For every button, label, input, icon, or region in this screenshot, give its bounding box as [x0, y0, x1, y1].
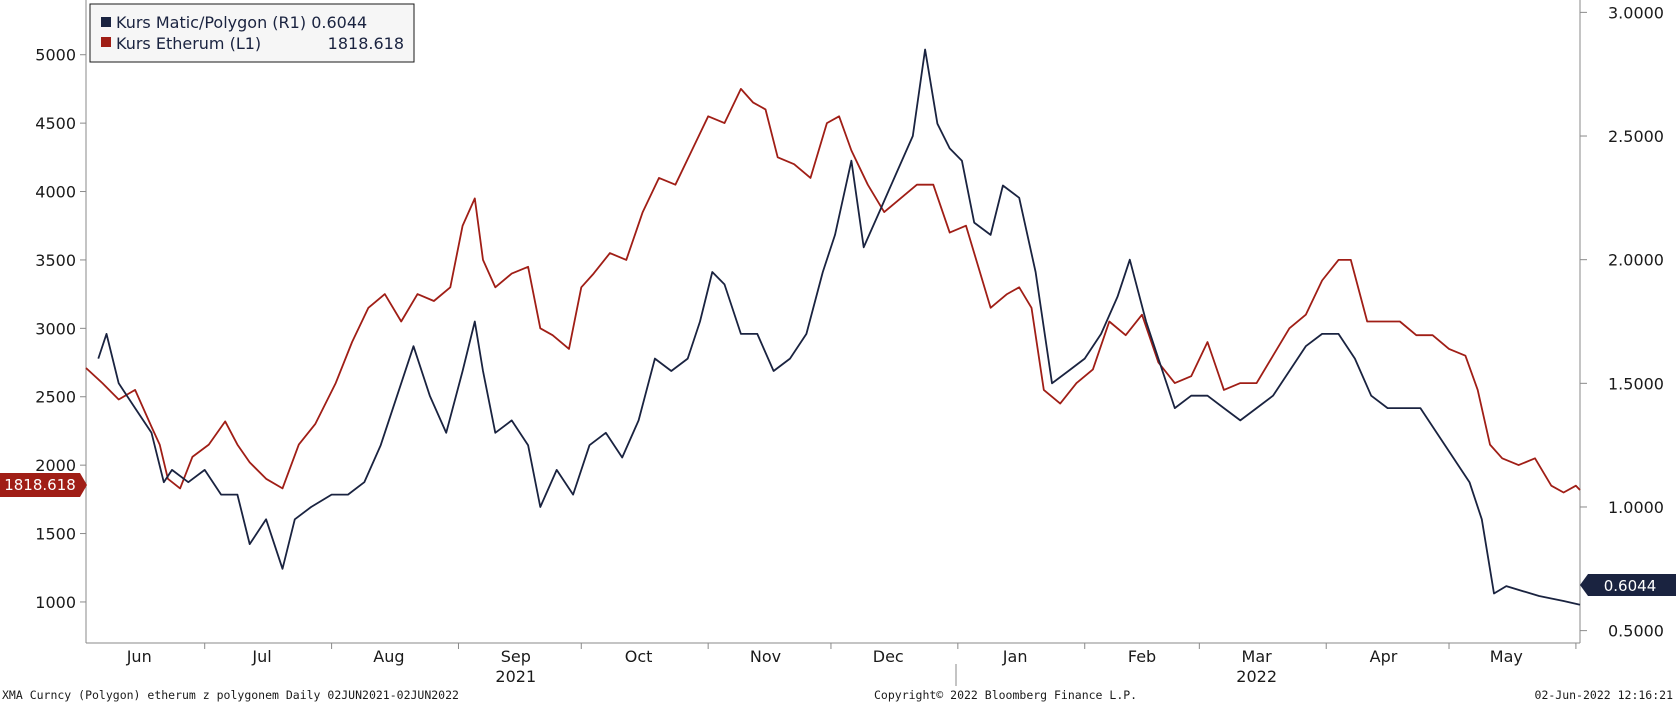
x-tick-label: Feb	[1128, 647, 1156, 666]
legend-value-ether: 1818.618	[328, 34, 404, 53]
right-tick-label: 0.5000	[1608, 622, 1664, 641]
left-tick-label: 4000	[35, 183, 76, 202]
legend-label-matic: Kurs Matic/Polygon (R1) 0.6044	[116, 13, 367, 32]
right-tick-label: 3.0000	[1608, 3, 1664, 22]
x-tick-label: Jun	[126, 647, 152, 666]
x-tick-label: Jul	[251, 647, 271, 666]
series-layer	[85, 48, 1581, 606]
x-tick-label: Nov	[750, 647, 781, 666]
ether-tag-text: 1818.618	[4, 476, 76, 494]
x-tick-label: Dec	[873, 647, 904, 666]
left-tick-label: 2000	[35, 456, 76, 475]
right-tick-label: 1.0000	[1608, 498, 1664, 517]
left-tick-label: 1500	[35, 525, 76, 544]
right-tick-label: 1.5000	[1608, 374, 1664, 393]
footer-right: 02-Jun-2022 12:16:21	[1535, 688, 1674, 702]
legend-swatch-matic	[101, 17, 111, 27]
ether-tag-shape	[0, 473, 87, 497]
series-line-etherum	[85, 88, 1581, 494]
right-axis-ticks: 0.5000 1.0000 1.5000 2.0000 2.5000 3.0000	[1580, 3, 1664, 641]
legend-label-ether: Kurs Etherum (L1)	[116, 34, 261, 53]
x-tick-label: Mar	[1242, 647, 1273, 666]
legend-box	[89, 3, 415, 63]
left-tick-label: 1000	[35, 593, 76, 612]
x-tick-label: Oct	[625, 647, 653, 666]
left-tick-label: 2500	[35, 388, 76, 407]
x-year-label: 2021	[495, 667, 536, 686]
x-tick-label: May	[1490, 647, 1523, 666]
legend: Kurs Matic/Polygon (R1) 0.6044 Kurs Ethe…	[89, 3, 415, 63]
x-year-label: 2022	[1236, 667, 1277, 686]
x-tick-label: Aug	[373, 647, 404, 666]
matic-last-value-tag: 0.6044	[1580, 574, 1676, 596]
legend-swatch-ether	[101, 37, 111, 47]
x-axis-ticks: Jun Jul Aug Sep Oct Nov Dec Jan Feb Mar Apr May 2021…	[126, 643, 1577, 686]
footer-center: Copyright© 2022 Bloomberg Finance L.P.	[874, 688, 1137, 702]
right-tick-label: 2.0000	[1608, 251, 1664, 270]
left-tick-label: 4500	[35, 114, 76, 133]
x-tick-label: Sep	[501, 647, 531, 666]
series-line-matic	[97, 48, 1581, 606]
left-axis-ticks: 1000 1500 2000 2500 3000 3500 4000 4500 5000	[35, 46, 86, 612]
matic-tag-shape	[1580, 574, 1676, 596]
footer-left: XMA Curncy (Polygon) etherum z polygonem…	[2, 688, 459, 702]
x-tick-label: Jan	[1002, 647, 1028, 666]
ether-last-value-tag: 1818.618	[0, 473, 87, 497]
left-tick-label: 5000	[35, 46, 76, 65]
left-tick-label: 3500	[35, 251, 76, 270]
right-tick-label: 2.5000	[1608, 127, 1664, 146]
x-tick-label: Apr	[1370, 647, 1398, 666]
matic-tag-text: 0.6044	[1604, 577, 1657, 595]
left-tick-label: 3000	[35, 319, 76, 338]
